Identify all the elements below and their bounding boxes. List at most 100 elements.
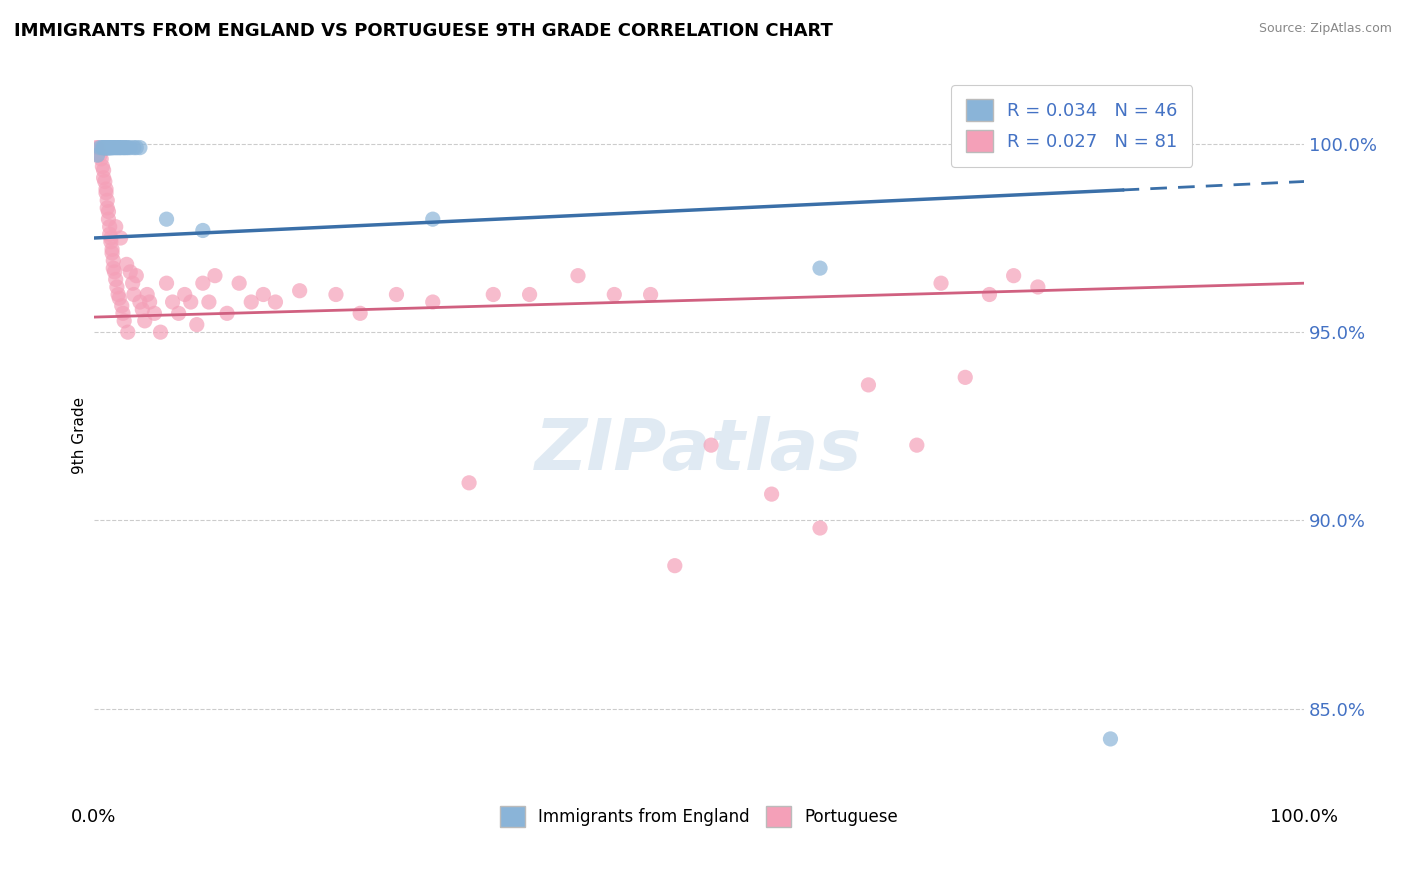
Point [349, 306, 371, 320]
Point [129, 140, 152, 154]
Point [96, 194, 118, 208]
Point [93, 163, 115, 178]
Point [1099, 731, 1122, 746]
Point [117, 325, 139, 339]
Point [94, 140, 117, 154]
Point [97, 140, 120, 154]
Point [103, 140, 125, 154]
Point [264, 295, 287, 310]
Point [761, 487, 783, 501]
Point [112, 140, 135, 154]
Point [90, 152, 112, 166]
Point [929, 276, 952, 290]
Point [422, 295, 444, 310]
Point [97, 204, 120, 219]
Point [1002, 268, 1025, 283]
Point [385, 287, 408, 301]
Point [104, 140, 127, 154]
Point [180, 295, 202, 310]
Point [94, 140, 117, 154]
Point [149, 325, 172, 339]
Point [131, 302, 153, 317]
Point [103, 261, 125, 276]
Point [107, 140, 129, 154]
Point [111, 140, 134, 154]
Point [98, 140, 121, 154]
Point [120, 265, 142, 279]
Point [458, 475, 481, 490]
Point [94, 140, 117, 154]
Point [105, 280, 128, 294]
Point [115, 140, 138, 154]
Point [288, 284, 311, 298]
Point [94, 182, 117, 196]
Point [905, 438, 928, 452]
Point [103, 265, 125, 279]
Point [97, 212, 120, 227]
Point [134, 314, 156, 328]
Point [125, 268, 148, 283]
Point [111, 306, 134, 320]
Point [325, 287, 347, 301]
Point [112, 314, 135, 328]
Point [215, 306, 238, 320]
Point [104, 272, 127, 286]
Point [204, 268, 226, 283]
Point [129, 295, 152, 310]
Point [110, 231, 132, 245]
Point [87, 140, 110, 154]
Point [97, 140, 120, 154]
Point [89, 140, 111, 154]
Point [86, 140, 108, 154]
Point [198, 295, 221, 310]
Point [108, 140, 131, 154]
Point [252, 287, 274, 301]
Point [100, 231, 122, 245]
Point [111, 299, 134, 313]
Point [100, 140, 122, 154]
Point [94, 140, 117, 154]
Point [186, 318, 208, 332]
Point [98, 140, 121, 154]
Point [700, 438, 723, 452]
Point [640, 287, 662, 301]
Point [110, 140, 132, 154]
Point [86, 148, 108, 162]
Point [138, 295, 160, 310]
Point [155, 276, 177, 290]
Point [519, 287, 541, 301]
Point [98, 219, 121, 234]
Point [98, 227, 121, 242]
Point [96, 140, 118, 154]
Point [121, 276, 143, 290]
Point [96, 140, 118, 154]
Text: IMMIGRANTS FROM ENGLAND VS PORTUGUESE 9TH GRADE CORRELATION CHART: IMMIGRANTS FROM ENGLAND VS PORTUGUESE 9T… [14, 22, 832, 40]
Point [101, 140, 124, 154]
Legend: Immigrants from England, Portuguese: Immigrants from England, Portuguese [491, 798, 907, 835]
Point [482, 287, 505, 301]
Point [93, 140, 115, 154]
Point [94, 174, 117, 188]
Point [136, 287, 159, 301]
Point [96, 201, 118, 215]
Point [664, 558, 686, 573]
Point [101, 242, 124, 256]
Point [105, 140, 128, 154]
Y-axis label: 9th Grade: 9th Grade [72, 397, 87, 475]
Text: Source: ZipAtlas.com: Source: ZipAtlas.com [1258, 22, 1392, 36]
Point [108, 291, 131, 305]
Point [91, 140, 114, 154]
Point [103, 253, 125, 268]
Point [101, 246, 124, 260]
Point [1026, 280, 1049, 294]
Point [100, 235, 122, 249]
Point [125, 140, 148, 154]
Point [104, 219, 127, 234]
Point [100, 140, 122, 154]
Point [155, 212, 177, 227]
Point [191, 276, 214, 290]
Point [228, 276, 250, 290]
Point [979, 287, 1001, 301]
Point [96, 140, 118, 154]
Point [603, 287, 626, 301]
